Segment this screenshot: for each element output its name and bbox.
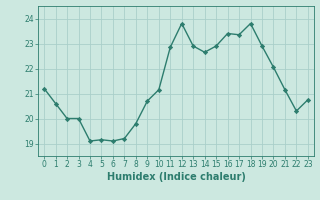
X-axis label: Humidex (Indice chaleur): Humidex (Indice chaleur) [107, 172, 245, 182]
